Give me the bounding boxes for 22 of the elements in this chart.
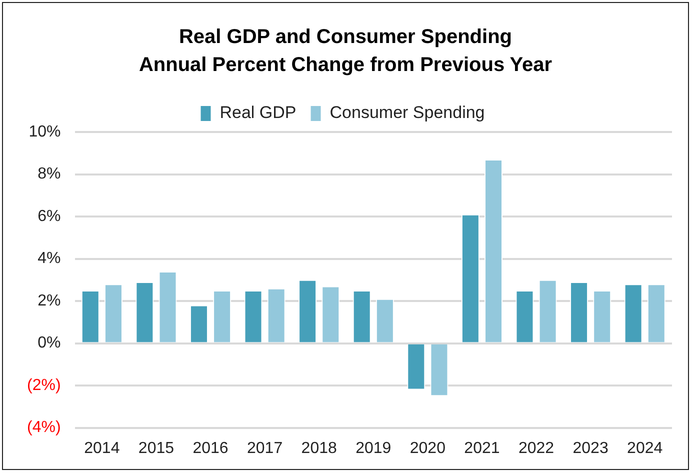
y-tick-label: 0% [38,334,61,352]
y-tick-label: (4%) [27,419,61,436]
y-tick-label: 2% [38,292,61,310]
x-tick-label: 2015 [138,440,174,457]
x-tick-label: 2022 [518,440,554,457]
y-tick-label: 8% [38,166,61,183]
y-tick-label: 4% [38,250,61,268]
y-tick-label: 10% [28,123,61,140]
legend-label: Consumer Spending [330,103,485,122]
x-tick-label: 2024 [627,440,663,457]
x-tick-label: 2017 [247,440,283,457]
x-tick-label: 2019 [356,440,392,457]
x-tick-label: 2016 [192,440,228,457]
chart-title: Real GDP and Consumer Spending Annual Percent Change from Previous Year [138,25,554,78]
x-tick-label: 2020 [410,440,446,457]
y-tick-label: 6% [38,208,61,225]
x-tick-label: 2021 [464,440,500,457]
x-tick-label: 2018 [301,440,337,457]
y-tick-label: (2%) [27,376,61,394]
x-tick-label: 2014 [84,440,120,457]
x-tick-label: 2023 [572,440,608,457]
legend-label: Real GDP [220,103,296,122]
